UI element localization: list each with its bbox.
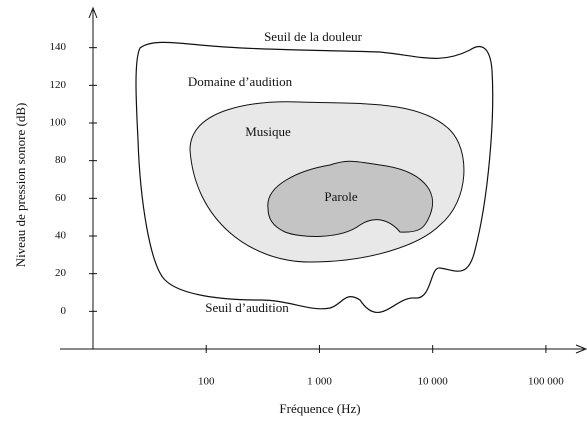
x-tick-label: 100 000 (528, 376, 564, 388)
x-arrow (575, 344, 587, 354)
speech-region (267, 160, 433, 237)
y-tick-label: 20 (55, 267, 67, 279)
x-tick-label: 100 (198, 376, 215, 388)
y-tick-label: 120 (50, 79, 67, 91)
y-tick-label: 140 (50, 41, 67, 53)
annotation: Parole (324, 189, 357, 204)
annotation: Seuil de la douleur (264, 29, 363, 44)
y-arrow (88, 6, 98, 19)
y-tick-label: 40 (55, 230, 67, 242)
x-tick-label: 10 000 (418, 376, 449, 388)
y-tick-label: 80 (55, 154, 67, 166)
y-tick-label: 100 (50, 117, 67, 129)
annotation: Seuil d’audition (205, 300, 289, 315)
y-tick-label: 60 (55, 192, 67, 204)
y-axis-title: Niveau de pression sonore (dB) (13, 103, 28, 268)
x-axis-title: Fréquence (Hz) (279, 401, 360, 416)
annotation: Domaine d’audition (188, 74, 293, 89)
annotation: Musique (245, 124, 291, 139)
x-tick-label: 1 000 (307, 376, 332, 388)
y-tick-label: 0 (61, 305, 67, 317)
